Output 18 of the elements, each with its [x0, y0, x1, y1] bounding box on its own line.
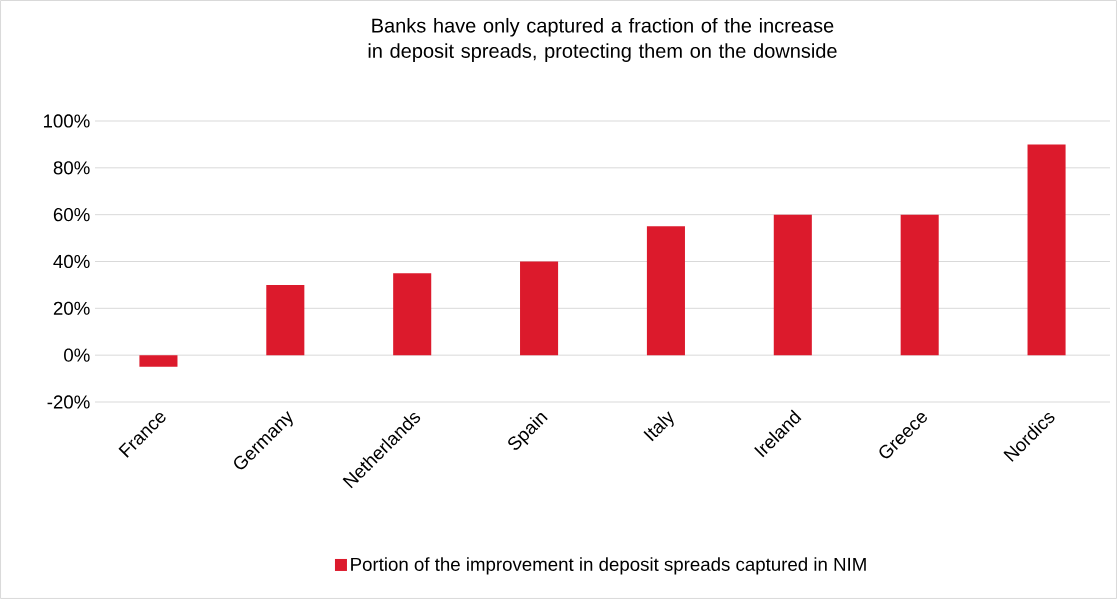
chart-title: Banks have only captured a fraction of the increase in deposit spreads, protecting them on the downside	[368, 17, 837, 62]
bar	[900, 214, 939, 356]
bar	[266, 284, 305, 356]
y-tick-label: 0%	[64, 348, 90, 362]
bar	[1027, 144, 1066, 356]
bar	[520, 261, 559, 356]
bar	[393, 273, 432, 356]
y-tick-label: 80%	[53, 161, 90, 175]
y-tick-label: -20%	[47, 395, 90, 409]
x-tick-label: Italy	[643, 411, 674, 442]
bar	[646, 226, 685, 356]
bar	[773, 214, 812, 356]
y-tick-label: 20%	[53, 301, 90, 315]
legend-label: Portion of the improvement in deposit spreads captured in NIM	[351, 557, 866, 575]
y-tick-label: 60%	[53, 208, 90, 222]
y-tick-label: 40%	[53, 254, 90, 269]
y-tick-label: 100%	[43, 114, 90, 128]
bar	[139, 355, 178, 367]
